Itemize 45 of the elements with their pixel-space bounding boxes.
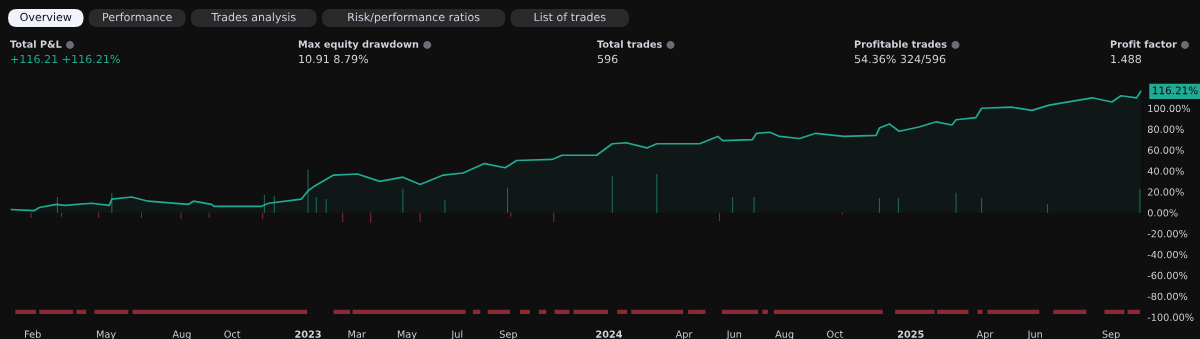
x-tick-label: Feb xyxy=(25,330,41,338)
x-tick-label: Apr xyxy=(976,330,994,339)
y-tick-label: -40.00% xyxy=(1147,250,1188,259)
y-tick-label: -60.00% xyxy=(1147,271,1188,280)
text: 54.36% 324/596 xyxy=(854,54,946,65)
y-tick-label: -80.00% xyxy=(1147,292,1188,301)
y-tick-label: 60.00% xyxy=(1147,146,1184,154)
x-tick-label: 2025 xyxy=(897,330,924,338)
y-tick-label: 40.00% xyxy=(1147,167,1184,175)
text: Performance xyxy=(103,12,172,22)
x-tick-label: May xyxy=(96,330,116,339)
y-tick-label: 80.00% xyxy=(1147,125,1184,133)
text: Profit factor xyxy=(1110,40,1177,48)
text: Overview xyxy=(20,12,72,22)
x-tick-label: Oct xyxy=(827,330,844,338)
text: Profitable trades xyxy=(854,40,947,48)
text: +116.21 +116.21% xyxy=(11,54,120,64)
annotation: 116.21% xyxy=(1153,86,1198,95)
x-tick-label: Sep xyxy=(499,330,518,339)
y-tick-label: -100.00% xyxy=(1147,313,1194,321)
text: List of trades xyxy=(534,12,606,22)
text: 10.91 8.79% xyxy=(299,54,369,64)
y-tick-label: -20.00% xyxy=(1147,230,1188,238)
x-tick-label: 2023 xyxy=(295,330,321,338)
text: Total P&L xyxy=(10,40,62,48)
x-tick-label: Mar xyxy=(348,330,366,338)
x-tick-label: Jun xyxy=(726,330,742,339)
text: Trades analysis xyxy=(211,12,296,24)
text: Risk/performance ratios xyxy=(348,12,480,24)
x-tick-label: 2024 xyxy=(596,330,623,338)
y-tick-label: 0.00% xyxy=(1147,209,1178,217)
text: Total trades xyxy=(597,40,662,48)
x-tick-label: May xyxy=(397,330,417,339)
x-tick-label: Aug xyxy=(775,330,794,339)
x-tick-label: Sep xyxy=(1102,330,1120,339)
y-tick-label: 100.00% xyxy=(1148,104,1190,113)
text: Max equity drawdown xyxy=(298,40,419,50)
y-tick-label: 20.00% xyxy=(1147,188,1184,196)
x-tick-label: Oct xyxy=(224,330,241,338)
x-tick-label: Apr xyxy=(675,330,693,339)
text: 1.488 xyxy=(1111,54,1142,64)
x-tick-label: Aug xyxy=(172,330,191,339)
x-tick-label: Jul xyxy=(450,330,463,339)
x-tick-label: Jun xyxy=(1027,330,1042,339)
text: 596 xyxy=(597,54,618,64)
